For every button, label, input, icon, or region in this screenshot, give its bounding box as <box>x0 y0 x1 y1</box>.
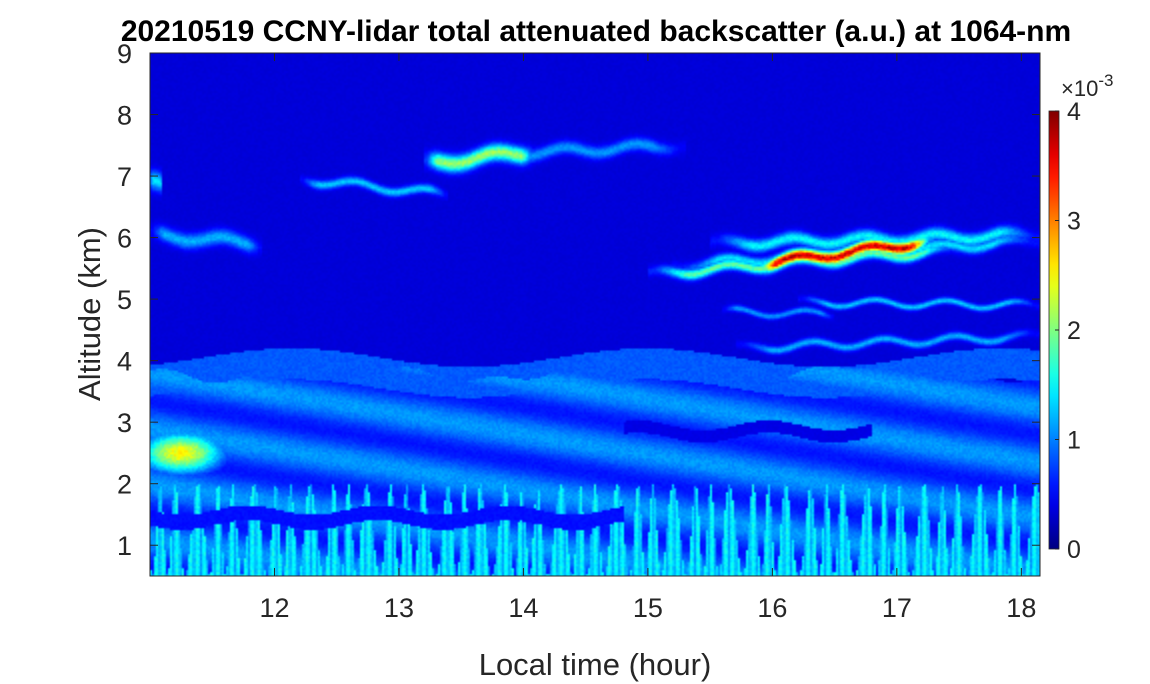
y-tick-label: 9 <box>117 39 132 69</box>
colorbar-tick-label: 0 <box>1067 536 1081 564</box>
y-tick-label: 5 <box>117 285 132 315</box>
x-axis-label: Local time (hour) <box>479 647 712 682</box>
y-tick-label: 8 <box>117 101 132 131</box>
plot-area <box>149 52 1041 577</box>
y-tick-label: 4 <box>117 347 132 377</box>
y-tick-label: 2 <box>117 470 132 500</box>
colorbar-tick-label: 2 <box>1067 317 1081 345</box>
plot-frame <box>149 52 1041 577</box>
x-tick-label: 16 <box>757 593 787 623</box>
colorbar-tick-label: 1 <box>1067 427 1081 455</box>
x-tick-label: 18 <box>1006 593 1036 623</box>
colorbar-exponent: ×10-3 <box>1061 71 1113 101</box>
x-tick-label: 12 <box>259 593 289 623</box>
y-tick-label: 7 <box>117 162 132 192</box>
backscatter-heatmap <box>150 53 1040 576</box>
colorbar-tick-label: 4 <box>1067 98 1081 126</box>
colorbar: 0 1 2 3 4 ×10-3 <box>1048 71 1113 564</box>
y-axis-label: Altitude (km) <box>72 227 107 401</box>
x-tick-label: 15 <box>633 593 663 623</box>
y-tick-label: 1 <box>117 531 132 561</box>
x-tick-label: 17 <box>882 593 912 623</box>
x-axis: 12 13 14 15 16 17 18 <box>259 53 1036 623</box>
y-tick-label: 6 <box>117 224 132 254</box>
y-tick-label: 3 <box>117 408 132 438</box>
x-tick-label: 14 <box>508 593 538 623</box>
chart-title: 20210519 CCNY-lidar total attenuated bac… <box>121 15 1071 48</box>
x-tick-label: 13 <box>384 593 414 623</box>
y-axis: 1 2 3 4 5 6 7 8 9 <box>117 39 1040 561</box>
colorbar-tick-label: 3 <box>1067 208 1081 236</box>
